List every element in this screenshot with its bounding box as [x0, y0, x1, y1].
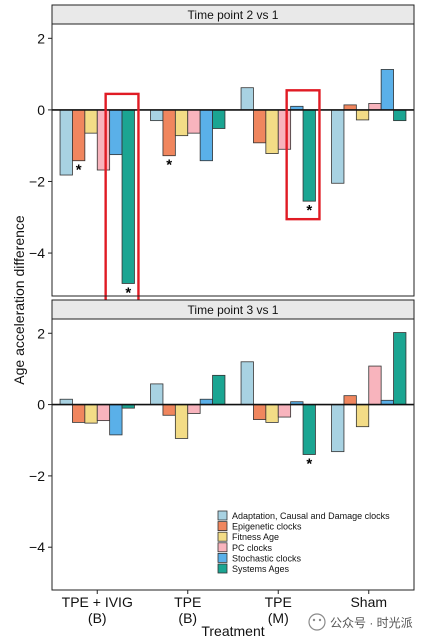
legend-swatch [217, 510, 228, 521]
bar [84, 404, 98, 424]
bar [199, 398, 213, 405]
bar [240, 87, 254, 111]
legend-swatch [217, 542, 228, 553]
y-tick-label: 0 [37, 397, 45, 413]
bar [150, 383, 164, 405]
bar [380, 69, 394, 111]
significance-marker: * [166, 157, 172, 174]
bar [212, 109, 226, 129]
bar [187, 109, 201, 134]
bar [302, 109, 316, 202]
highlight-box [285, 89, 321, 221]
y-tick-label: −2 [29, 468, 45, 484]
panel-title: Time point 3 vs 1 [188, 303, 279, 317]
bar [174, 109, 189, 137]
bar [265, 404, 279, 423]
wechat-logo-icon [308, 613, 326, 631]
significance-marker: * [306, 202, 312, 219]
bar [121, 109, 135, 284]
panel-1: Time point 2 vs 1 −4 −2 0 2 * * * * [29, 4, 415, 303]
x-axis-tick-labels: TPE + IVIG (B) TPE (B) TPE (M) Sham [62, 590, 387, 626]
bar [393, 109, 407, 122]
bar [150, 109, 164, 122]
significance-marker: * [306, 456, 312, 473]
bar [109, 109, 123, 156]
bar [174, 404, 189, 439]
panel-2: Time point 3 vs 1 −4 −2 0 2 * [29, 299, 415, 591]
bar [59, 109, 73, 176]
bar [393, 332, 407, 405]
bar [96, 404, 111, 422]
legend-label: PC clocks [232, 543, 273, 553]
y-axis-title: Age acceleration difference [11, 215, 27, 385]
bar [109, 404, 123, 436]
legend-label: Epigenetic clocks [232, 522, 302, 532]
bar [331, 404, 345, 453]
plot-area [52, 319, 414, 590]
watermark: 公众号 · 时光派 [308, 613, 413, 631]
bar [59, 398, 73, 405]
wechat-logo-icon-eye [318, 618, 322, 622]
panel-title: Time point 2 vs 1 [188, 8, 279, 22]
bar [265, 109, 279, 154]
bar [355, 109, 370, 121]
y-tick-label: 2 [37, 325, 45, 341]
legend: Adaptation, Causal and Damage clocksEpig… [217, 510, 390, 574]
wechat-logo-icon-eye [312, 618, 316, 622]
bar [368, 103, 382, 111]
legend-label: Adaptation, Causal and Damage clocks [232, 511, 390, 521]
bar [253, 109, 267, 144]
bar [368, 365, 382, 405]
bar [72, 109, 86, 162]
bar [331, 109, 345, 184]
legend-label: Systems Ages [232, 564, 290, 574]
significance-marker: * [76, 162, 82, 179]
y-tick-label: −4 [29, 539, 45, 555]
y-tick-label: 2 [37, 30, 45, 46]
bar [240, 361, 254, 405]
bar [84, 109, 98, 134]
bar [277, 404, 292, 418]
y-tick-label: −4 [29, 245, 45, 261]
bar [187, 404, 201, 414]
bar [212, 374, 226, 405]
x-tick-label: TPE (B) [174, 594, 201, 626]
bar [253, 404, 267, 420]
bar [302, 404, 316, 455]
bar [277, 109, 292, 150]
bar [355, 404, 370, 428]
legend-swatch [217, 531, 228, 542]
chart-panels: Time point 2 vs 1−4−202****Time point 3 … [29, 4, 415, 591]
bar [162, 109, 176, 157]
significance-marker: * [125, 284, 131, 301]
x-tick-label: TPE (M) [265, 594, 292, 626]
legend-label: Stochastic clocks [232, 553, 302, 563]
y-tick-label: 0 [37, 102, 45, 118]
legend-swatch [217, 563, 228, 574]
bar [343, 395, 357, 405]
plot-border [51, 23, 415, 297]
bar [199, 109, 213, 162]
bar [72, 404, 86, 423]
plot-border [51, 318, 415, 591]
plot-area [52, 24, 414, 296]
x-tick-label: TPE + IVIG (B) [62, 594, 133, 626]
y-tick-label: −2 [29, 173, 45, 189]
legend-swatch [217, 553, 228, 563]
x-axis-title: Treatment [201, 623, 264, 639]
watermark-text: 公众号 · 时光派 [330, 616, 413, 630]
legend-label: Fitness Age [232, 532, 279, 542]
bar [96, 109, 111, 171]
bar [162, 404, 176, 416]
legend-swatch [217, 521, 228, 531]
x-tick-label: Sham [350, 594, 387, 610]
